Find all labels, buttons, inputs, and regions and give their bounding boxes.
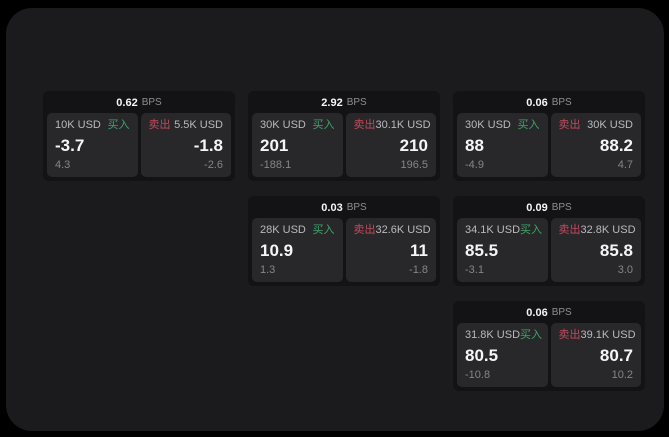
buy-side-label: 买入: [107, 119, 130, 131]
sell-side-label: 卖出: [558, 329, 581, 341]
sell-size: 5.5K USD: [174, 119, 223, 131]
bps-value: 2.92: [321, 96, 343, 109]
bps-value: 0.09: [526, 201, 548, 214]
buy-size: 34.1K USD: [465, 224, 521, 236]
sell-size: 30K USD: [587, 119, 633, 131]
bps-header: 0.03 BPS: [248, 196, 440, 218]
buy-side-label: 买入: [312, 119, 335, 131]
bps-unit-label: BPS: [346, 202, 367, 213]
buy-tile[interactable]: 30K USD 买入 201 -188.1: [252, 113, 343, 177]
sell-price: 210: [399, 136, 428, 155]
bps-value: 0.03: [321, 201, 343, 214]
buy-tile[interactable]: 34.1K USD 买入 85.5 -3.1: [457, 218, 548, 282]
card-body: 34.1K USD 买入 85.5 -3.1 卖出 32.8K USD 85.8…: [453, 218, 645, 286]
buy-change: -188.1: [260, 159, 292, 171]
buy-price: -3.7: [55, 136, 85, 155]
buy-side-label: 买入: [517, 119, 540, 131]
buy-change: -10.8: [465, 369, 491, 381]
sell-tile[interactable]: 卖出 39.1K USD 80.7 10.2: [550, 323, 641, 387]
buy-tile[interactable]: 10K USD 买入 -3.7 4.3: [47, 113, 138, 177]
bps-unit-label: BPS: [141, 97, 162, 108]
sell-size: 30.1K USD: [375, 119, 431, 131]
buy-side-label: 买入: [312, 224, 335, 236]
card-body: 31.8K USD 买入 80.5 -10.8 卖出 39.1K USD 80.…: [453, 323, 645, 391]
bps-header: 0.09 BPS: [453, 196, 645, 218]
bps-header: 2.92 BPS: [248, 91, 440, 113]
sell-tile[interactable]: 卖出 30.1K USD 210 196.5: [345, 113, 436, 177]
sell-tile[interactable]: 卖出 32.6K USD 11 -1.8: [345, 218, 436, 282]
sell-change: 3.0: [617, 264, 633, 276]
card-body: 10K USD 买入 -3.7 4.3 卖出 5.5K USD -1.8 -2.…: [43, 113, 235, 181]
bps-value: 0.06: [526, 96, 548, 109]
sell-side-label: 卖出: [558, 119, 581, 131]
quote-card: 2.92 BPS 30K USD 买入 201 -188.1 卖出 30.1K …: [248, 91, 440, 181]
buy-tile[interactable]: 31.8K USD 买入 80.5 -10.8: [457, 323, 548, 387]
sell-side-label: 卖出: [148, 119, 171, 131]
buy-size: 30K USD: [465, 119, 511, 131]
buy-change: 4.3: [55, 159, 71, 171]
buy-tile[interactable]: 30K USD 买入 88 -4.9: [457, 113, 548, 177]
sell-size: 39.1K USD: [580, 329, 636, 341]
quote-card-grid: 0.62 BPS 10K USD 买入 -3.7 4.3 卖出 5.5K USD: [43, 91, 645, 391]
sell-price: 11: [410, 241, 428, 260]
quote-card: 0.09 BPS 34.1K USD 买入 85.5 -3.1 卖出 32.8K…: [453, 196, 645, 286]
bps-header: 0.62 BPS: [43, 91, 235, 113]
sell-tile[interactable]: 卖出 32.8K USD 85.8 3.0: [550, 218, 641, 282]
buy-price: 80.5: [465, 346, 499, 365]
buy-side-label: 买入: [520, 224, 543, 236]
sell-price: 85.8: [599, 241, 633, 260]
sell-tile[interactable]: 卖出 30K USD 88.2 4.7: [550, 113, 641, 177]
buy-size: 30K USD: [260, 119, 306, 131]
bps-value: 0.62: [116, 96, 138, 109]
quote-card: 0.06 BPS 31.8K USD 买入 80.5 -10.8 卖出 39.1…: [453, 301, 645, 391]
bps-value: 0.06: [526, 306, 548, 319]
buy-price: 201: [260, 136, 289, 155]
buy-price: 88: [465, 136, 484, 155]
sell-price: 88.2: [599, 136, 633, 155]
sell-side-label: 卖出: [558, 224, 581, 236]
buy-change: -3.1: [465, 264, 484, 276]
sell-change: 196.5: [400, 159, 428, 171]
app-surface: 0.62 BPS 10K USD 买入 -3.7 4.3 卖出 5.5K USD: [6, 8, 664, 431]
card-body: 28K USD 买入 10.9 1.3 卖出 32.6K USD 11 -1.8: [248, 218, 440, 286]
bps-unit-label: BPS: [551, 307, 572, 318]
sell-size: 32.6K USD: [375, 224, 431, 236]
bps-unit-label: BPS: [551, 97, 572, 108]
sell-change: -1.8: [409, 264, 428, 276]
buy-change: 1.3: [260, 264, 276, 276]
sell-side-label: 卖出: [353, 119, 376, 131]
bps-header: 0.06 BPS: [453, 301, 645, 323]
quote-card: 0.62 BPS 10K USD 买入 -3.7 4.3 卖出 5.5K USD: [43, 91, 235, 181]
buy-size: 28K USD: [260, 224, 306, 236]
buy-tile[interactable]: 28K USD 买入 10.9 1.3: [252, 218, 343, 282]
card-body: 30K USD 买入 88 -4.9 卖出 30K USD 88.2 4.7: [453, 113, 645, 181]
card-body: 30K USD 买入 201 -188.1 卖出 30.1K USD 210 1…: [248, 113, 440, 181]
sell-change: -2.6: [204, 159, 223, 171]
quote-card: 0.03 BPS 28K USD 买入 10.9 1.3 卖出 32.6K US…: [248, 196, 440, 286]
sell-change: 4.7: [617, 159, 633, 171]
buy-price: 85.5: [465, 241, 499, 260]
sell-price: -1.8: [193, 136, 223, 155]
sell-size: 32.8K USD: [580, 224, 636, 236]
sell-change: 10.2: [611, 369, 633, 381]
sell-price: 80.7: [599, 346, 633, 365]
buy-size: 10K USD: [55, 119, 101, 131]
quote-card: 0.06 BPS 30K USD 买入 88 -4.9 卖出 30K USD: [453, 91, 645, 181]
bps-unit-label: BPS: [551, 202, 572, 213]
buy-change: -4.9: [465, 159, 484, 171]
sell-tile[interactable]: 卖出 5.5K USD -1.8 -2.6: [140, 113, 231, 177]
sell-side-label: 卖出: [353, 224, 376, 236]
buy-side-label: 买入: [520, 329, 543, 341]
buy-price: 10.9: [260, 241, 294, 260]
bps-header: 0.06 BPS: [453, 91, 645, 113]
buy-size: 31.8K USD: [465, 329, 521, 341]
bps-unit-label: BPS: [346, 97, 367, 108]
